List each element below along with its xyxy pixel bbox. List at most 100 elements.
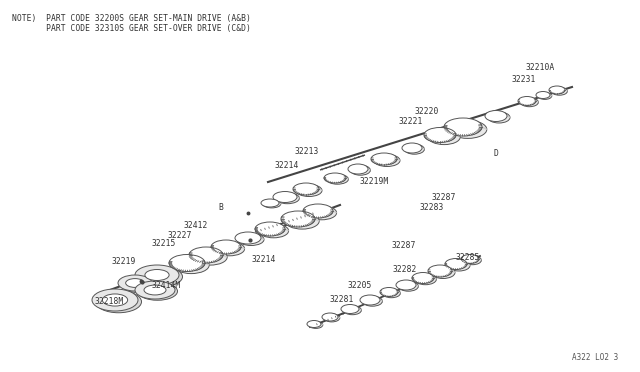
Polygon shape <box>341 309 344 310</box>
Ellipse shape <box>275 193 300 204</box>
Ellipse shape <box>538 92 552 99</box>
Polygon shape <box>380 300 383 301</box>
Ellipse shape <box>102 294 127 306</box>
Ellipse shape <box>285 213 319 229</box>
Polygon shape <box>444 127 449 129</box>
Text: PART CODE 32310S GEAR SET-OVER DRIVE (C&D): PART CODE 32310S GEAR SET-OVER DRIVE (C&… <box>12 24 251 33</box>
Polygon shape <box>261 203 263 204</box>
Text: 32282: 32282 <box>393 266 417 275</box>
Ellipse shape <box>95 291 141 313</box>
Polygon shape <box>205 263 209 265</box>
Ellipse shape <box>259 224 289 238</box>
Text: 32219M: 32219M <box>360 176 389 186</box>
Polygon shape <box>324 178 326 179</box>
Polygon shape <box>279 203 281 204</box>
Ellipse shape <box>424 128 456 142</box>
Text: 32283: 32283 <box>420 203 444 212</box>
Ellipse shape <box>520 98 538 107</box>
Polygon shape <box>485 116 488 118</box>
Polygon shape <box>169 263 173 265</box>
Polygon shape <box>241 247 244 249</box>
Polygon shape <box>333 211 337 213</box>
Ellipse shape <box>308 321 323 328</box>
Text: 32214: 32214 <box>275 160 300 170</box>
Ellipse shape <box>263 200 281 208</box>
Ellipse shape <box>431 266 455 279</box>
Ellipse shape <box>273 192 297 202</box>
Ellipse shape <box>348 164 368 174</box>
Text: 32414M: 32414M <box>152 280 181 289</box>
Polygon shape <box>368 169 371 170</box>
Ellipse shape <box>398 281 419 291</box>
Ellipse shape <box>255 222 285 236</box>
Polygon shape <box>428 271 431 273</box>
Polygon shape <box>380 292 383 293</box>
Polygon shape <box>371 159 374 160</box>
Text: 32210A: 32210A <box>526 64 556 73</box>
Text: 32221: 32221 <box>399 118 424 126</box>
Ellipse shape <box>235 232 261 244</box>
Polygon shape <box>235 238 238 240</box>
Ellipse shape <box>341 305 359 314</box>
Ellipse shape <box>214 242 244 256</box>
Polygon shape <box>456 135 460 137</box>
Ellipse shape <box>135 281 175 299</box>
Polygon shape <box>322 317 324 318</box>
Polygon shape <box>223 255 227 257</box>
Text: 32219: 32219 <box>112 257 136 266</box>
Ellipse shape <box>404 144 424 154</box>
Ellipse shape <box>445 259 467 269</box>
Ellipse shape <box>549 86 565 94</box>
Polygon shape <box>397 159 400 160</box>
Polygon shape <box>315 219 319 221</box>
Ellipse shape <box>307 206 337 220</box>
Ellipse shape <box>396 280 416 290</box>
Polygon shape <box>307 324 309 325</box>
Ellipse shape <box>303 204 333 218</box>
Polygon shape <box>549 90 552 91</box>
Polygon shape <box>482 127 487 129</box>
Ellipse shape <box>169 254 205 272</box>
Text: 32231: 32231 <box>512 76 536 84</box>
Text: 32412: 32412 <box>184 221 209 230</box>
Text: 32227: 32227 <box>168 231 193 240</box>
Ellipse shape <box>344 306 362 315</box>
Ellipse shape <box>488 112 510 123</box>
Ellipse shape <box>485 110 507 122</box>
Text: 32287: 32287 <box>392 241 417 250</box>
Text: A322 LO2 3: A322 LO2 3 <box>572 353 618 362</box>
Ellipse shape <box>518 96 536 106</box>
Polygon shape <box>445 264 448 266</box>
Ellipse shape <box>189 247 223 263</box>
Polygon shape <box>536 101 538 102</box>
Polygon shape <box>518 101 520 102</box>
Ellipse shape <box>383 289 401 298</box>
Polygon shape <box>424 135 428 137</box>
Text: 32214: 32214 <box>252 256 276 264</box>
Ellipse shape <box>118 275 152 291</box>
Ellipse shape <box>444 118 482 136</box>
Ellipse shape <box>371 153 397 165</box>
Ellipse shape <box>428 129 460 145</box>
Ellipse shape <box>415 274 436 285</box>
Polygon shape <box>211 247 214 249</box>
Ellipse shape <box>380 288 398 296</box>
Ellipse shape <box>448 260 470 271</box>
Polygon shape <box>360 300 362 301</box>
Text: 32287: 32287 <box>432 192 456 202</box>
Text: B: B <box>218 202 223 212</box>
Polygon shape <box>402 148 404 149</box>
Polygon shape <box>416 285 419 286</box>
Text: 32205: 32205 <box>348 280 372 289</box>
Polygon shape <box>422 148 424 149</box>
Ellipse shape <box>374 154 400 167</box>
Polygon shape <box>550 95 552 96</box>
Ellipse shape <box>145 269 169 280</box>
Text: 32220: 32220 <box>415 108 440 116</box>
Text: 32215: 32215 <box>152 240 177 248</box>
Polygon shape <box>479 259 481 260</box>
Polygon shape <box>319 189 322 190</box>
Polygon shape <box>434 278 436 279</box>
Polygon shape <box>507 116 510 118</box>
Ellipse shape <box>296 185 322 196</box>
